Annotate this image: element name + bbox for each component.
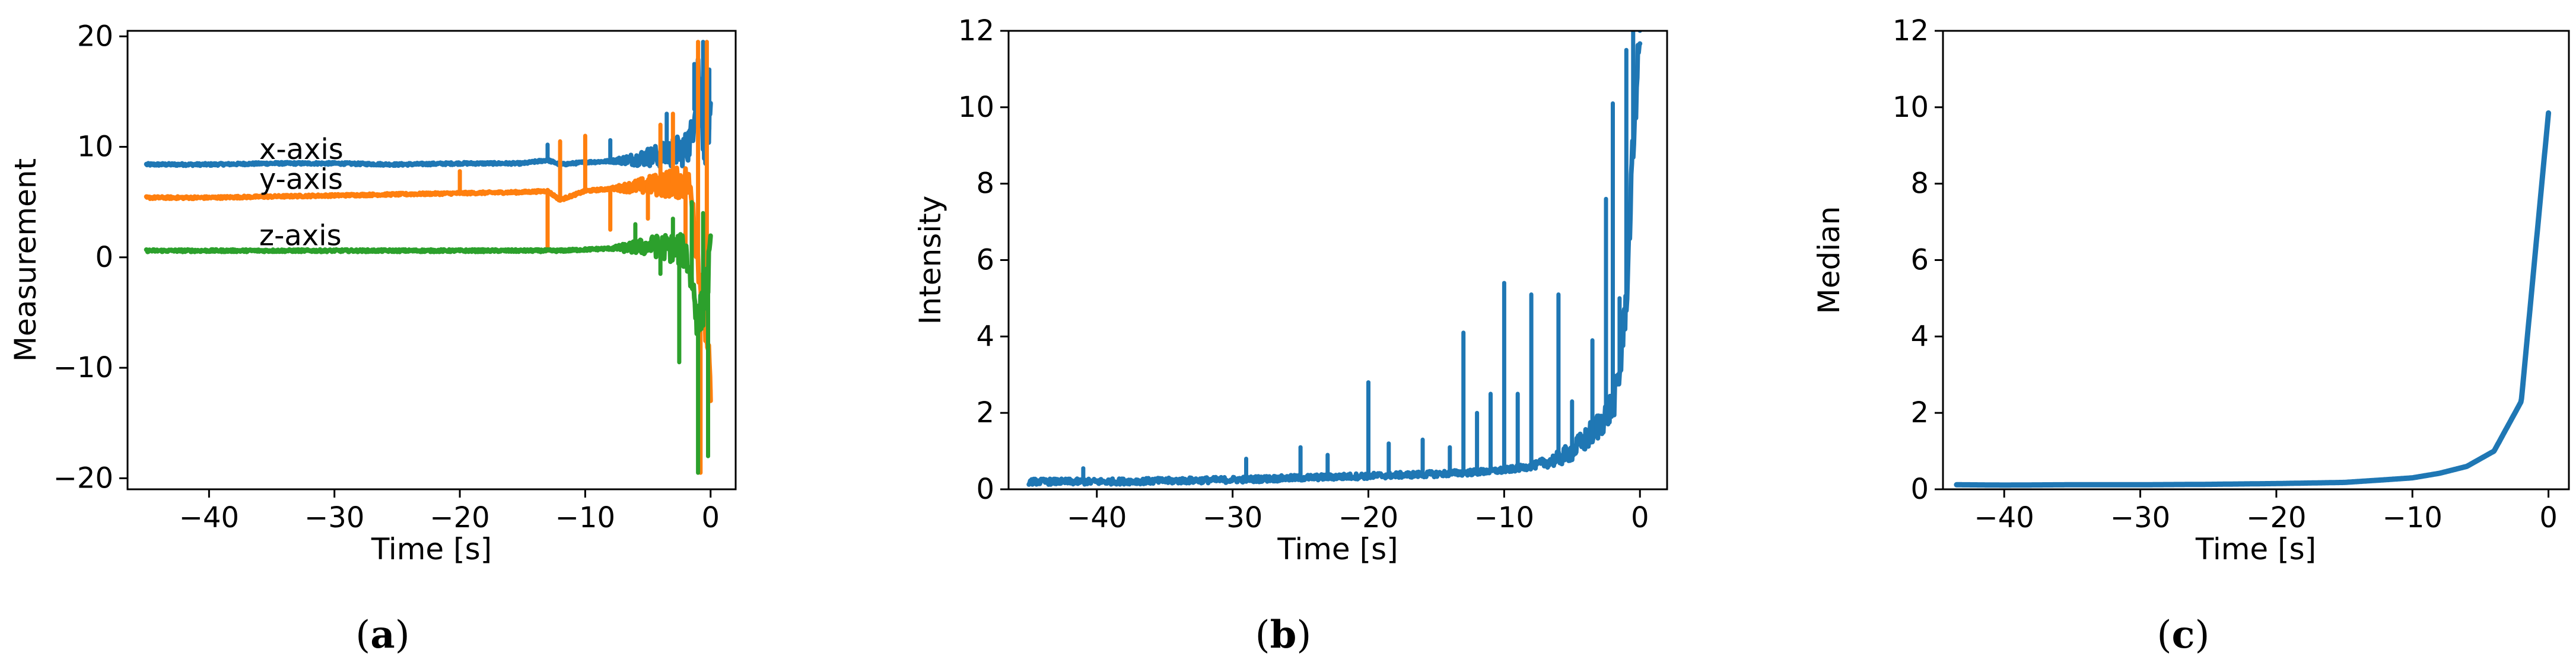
y-tick-label: 0 [95,241,113,274]
y-tick-label: 10 [1893,91,1929,124]
axes-frame [1942,30,2570,490]
y-tick-label: 20 [77,20,113,53]
panel-caption: (b) [1255,613,1312,657]
y-tick-label: 2 [1910,396,1929,429]
plot-area [1026,31,1643,487]
series-annotation: z-axis [259,219,342,252]
y-tick-label: 10 [77,130,113,164]
series-line-blue [1026,41,1643,487]
y-axis-label: Intensity [913,196,947,325]
x-tick-label: −40 [1974,501,2034,534]
axes-frame [126,30,737,490]
x-tick-label: −30 [2110,501,2170,534]
x-tick-label: −10 [2383,501,2443,534]
x-tick-label: 0 [701,501,720,534]
panel-b: −40 −30 −20 −10 0 0 2 4 6 8 10 12 Time [s] Intensity (… [913,14,1668,657]
x-axis-label: Time [s] [1277,532,1398,566]
y-axis-label: Measurement [8,158,43,362]
y-tick-label: 0 [976,473,994,506]
series-annotation: y-axis [259,163,343,196]
x-tick-label: 0 [1631,501,1649,534]
y-tick-label: 6 [976,244,994,277]
x-tick-label: −10 [555,501,615,534]
axes-frame [1007,30,1668,490]
series-line-orange [144,165,713,403]
plot-area [1954,110,2552,488]
y-tick-label: 8 [976,167,994,200]
series-line-blue [144,57,713,169]
y-tick-label: 2 [976,396,994,429]
y-tick-label: 12 [1893,14,1929,47]
x-tick-label: −40 [179,501,239,534]
y-tick-label: 4 [1910,320,1929,353]
x-tick-label: −40 [1067,501,1127,534]
x-tick-label: −20 [1338,501,1398,534]
x-tick-label: −20 [2246,501,2306,534]
x-axis-label: Time [s] [371,532,492,566]
y-tick-label: 12 [958,14,994,47]
y-tick-label: 10 [958,91,994,124]
panel-caption: (c) [2157,613,2210,657]
plot-area [144,40,713,475]
x-tick-label: −10 [1474,501,1534,534]
y-tick-label: 4 [976,320,994,353]
series-line-blue [1954,110,2552,488]
y-tick-label: 0 [1910,473,1929,506]
x-tick-label: −30 [1203,501,1262,534]
x-tick-label: −30 [304,501,364,534]
panel-c: −40 −30 −20 −10 0 0 2 4 6 8 10 12 Time [s] Median (c) [1812,14,2570,657]
series-annotation: x-axis [259,133,344,166]
panel-caption: (a) [355,613,409,657]
y-tick-label: 8 [1910,167,1929,200]
x-tick-label: −20 [430,501,489,534]
y-tick-label: −10 [53,351,113,384]
panel-a: −40 −30 −20 −10 0 −20 −10 0 10 20 Time [s] Measurem… [8,20,737,657]
y-axis-label: Median [1812,206,1846,314]
y-tick-label: 6 [1910,244,1929,277]
y-tick-label: −20 [53,461,113,495]
x-axis-label: Time [s] [2195,532,2316,566]
series-line-green [144,232,713,336]
x-tick-label: 0 [2539,501,2558,534]
